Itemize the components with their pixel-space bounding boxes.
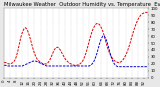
Text: Milwaukee Weather  Outdoor Humidity vs. Temperature  Every 5 Minutes: Milwaukee Weather Outdoor Humidity vs. T…: [4, 2, 160, 7]
